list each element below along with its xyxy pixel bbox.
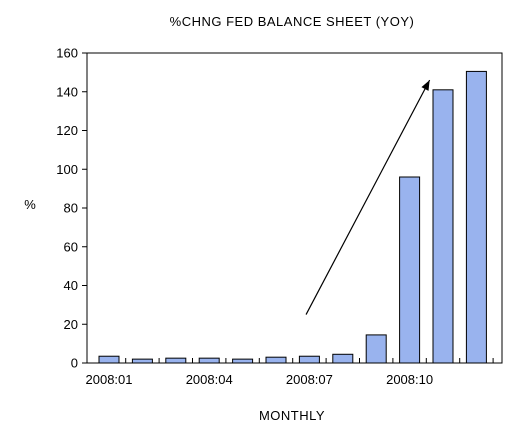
y-tick-label: 100 <box>56 162 78 177</box>
bar-2008-04 <box>198 357 220 364</box>
y-tick-label: 0 <box>71 356 78 371</box>
y-tick-label: 160 <box>56 46 78 61</box>
arrow-head <box>421 80 430 91</box>
bar-2008-09 <box>365 334 387 364</box>
x-axis: 2008:01 2008:04 2008:07 2008:10 <box>86 358 494 387</box>
bar-2008-10 <box>399 176 421 364</box>
bar-2008-07 <box>298 355 320 364</box>
bar-2008-08 <box>332 353 354 364</box>
bar-2008-12 <box>465 70 487 364</box>
y-tick-label: 140 <box>56 84 78 99</box>
arrow-shaft <box>305 79 431 315</box>
x-tick-label: 2008:04 <box>186 372 233 387</box>
trend-arrow <box>305 79 431 315</box>
bars <box>98 70 487 364</box>
bar-2008-05 <box>232 358 254 364</box>
x-tick-label: 2008:07 <box>286 372 333 387</box>
x-tick-label: 2008:10 <box>386 372 433 387</box>
x-axis-label: MONTHLY <box>259 408 325 423</box>
y-tick-label: 60 <box>64 239 78 254</box>
bar-2008-01 <box>98 355 120 364</box>
y-tick-label: 80 <box>64 201 78 216</box>
bar-2008-02 <box>131 358 153 364</box>
bar-2008-03 <box>165 357 187 364</box>
y-axis-label: % <box>24 197 36 212</box>
y-tick-label: 20 <box>64 317 78 332</box>
y-axis: 0 20 40 60 80 100 120 140 160 <box>56 46 87 371</box>
y-tick-label: 120 <box>56 123 78 138</box>
chart-title: %CHNG FED BALANCE SHEET (YOY) <box>170 14 415 29</box>
bar-2008-11 <box>432 89 454 364</box>
bar-2008-06 <box>265 356 287 364</box>
y-tick-label: 40 <box>64 278 78 293</box>
x-tick-label: 2008:01 <box>86 372 133 387</box>
